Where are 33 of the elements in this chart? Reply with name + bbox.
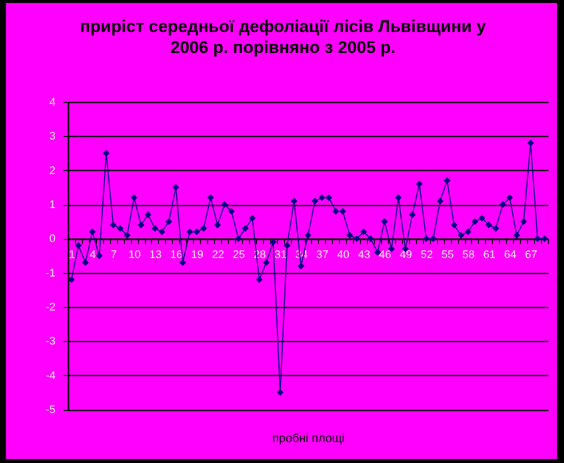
y-tick-label: 4	[49, 96, 56, 108]
x-tick-label: 31	[274, 249, 287, 262]
x-tick-label: 40	[337, 249, 350, 262]
x-tick-label: 7	[110, 249, 117, 262]
x-tick-label: 25	[232, 249, 246, 262]
x-tick-label: 67	[524, 249, 538, 262]
y-tick-label: 2	[49, 164, 56, 177]
x-tick-label: 4	[90, 249, 96, 262]
x-tick-label: 19	[191, 249, 204, 262]
x-tick-label: 61	[483, 249, 496, 262]
y-tick-label: 3	[49, 130, 56, 143]
x-tick-label: 52	[420, 249, 433, 262]
x-tick-label: 43	[358, 249, 370, 262]
x-tick-label: 46	[378, 249, 392, 262]
y-tick-label: 1	[49, 199, 56, 211]
y-tick-label: -5	[46, 404, 56, 416]
y-tick-label: -3	[46, 336, 56, 348]
x-tick-label: 58	[462, 249, 475, 262]
x-tick-label: 37	[316, 249, 329, 262]
x-tick-label: 10	[128, 249, 141, 262]
y-tick-label: -2	[46, 302, 56, 314]
x-tick-label: 22	[212, 249, 224, 262]
y-tick-label: 0	[49, 233, 56, 246]
x-tick-label: 1	[68, 249, 76, 262]
x-tick-label: 16	[170, 249, 182, 262]
x-tick-label: 64	[504, 249, 516, 262]
y-tick-label: -4	[46, 370, 56, 382]
x-tick-label: 49	[400, 249, 412, 262]
x-tick-label: 55	[442, 249, 454, 262]
chart-title: приріст середньої дефоліації лісів Львівщини у 2006 р. порівняно з 2005 р.	[80, 17, 487, 57]
y-tick-label: -1	[46, 267, 56, 280]
x-axis-title: пробні площі	[272, 431, 345, 445]
x-tick-label: 13	[149, 249, 162, 262]
